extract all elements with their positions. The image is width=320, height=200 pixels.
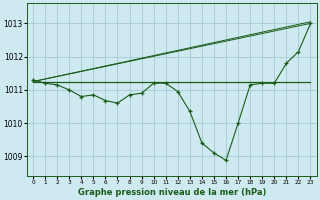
- X-axis label: Graphe pression niveau de la mer (hPa): Graphe pression niveau de la mer (hPa): [77, 188, 266, 197]
